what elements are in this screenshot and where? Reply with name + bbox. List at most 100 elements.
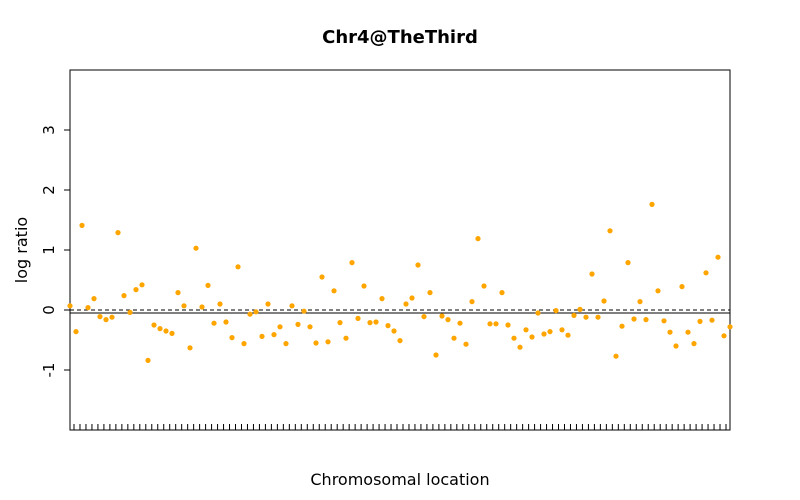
data-point [127, 309, 133, 315]
data-point [673, 343, 679, 349]
data-point [685, 329, 691, 335]
data-point [463, 341, 469, 347]
data-point [373, 319, 379, 325]
data-point [691, 341, 697, 347]
data-point [349, 260, 355, 266]
data-point [73, 329, 79, 335]
data-point [229, 335, 235, 341]
data-point [499, 290, 505, 296]
data-point [601, 298, 607, 304]
data-point [583, 314, 589, 320]
data-point [79, 222, 85, 228]
data-point [517, 344, 523, 350]
data-point [181, 303, 187, 309]
y-tick-label: 2 [40, 185, 58, 195]
data-point [169, 330, 175, 336]
data-point [205, 282, 211, 288]
y-tick-label: 3 [40, 125, 58, 135]
data-point [313, 340, 319, 346]
data-point [121, 293, 127, 299]
data-point [259, 333, 265, 339]
data-point [175, 290, 181, 296]
data-point [535, 310, 541, 316]
plot-frame [69, 69, 731, 431]
data-point [697, 318, 703, 324]
data-point [385, 323, 391, 329]
data-point [415, 262, 421, 268]
data-point [469, 299, 475, 305]
data-point [139, 282, 145, 288]
data-point [607, 228, 613, 234]
data-point [271, 332, 277, 338]
data-point [661, 318, 667, 324]
data-point [427, 290, 433, 296]
data-point [511, 335, 517, 341]
data-point [361, 283, 367, 289]
data-point [715, 254, 721, 260]
data-point [457, 320, 463, 326]
data-point [133, 287, 139, 293]
data-point [289, 303, 295, 309]
data-point [721, 333, 727, 339]
data-point [445, 317, 451, 323]
data-point [637, 299, 643, 305]
chart-title: Chr4@TheThird [322, 27, 478, 48]
data-point [367, 320, 373, 326]
data-point [223, 319, 229, 325]
data-point [325, 339, 331, 345]
data-point [679, 284, 685, 290]
data-point [421, 314, 427, 320]
data-point [265, 301, 271, 307]
data-point [337, 320, 343, 326]
data-point [727, 324, 733, 330]
data-point [553, 308, 559, 314]
data-point [217, 301, 223, 307]
data-point [391, 328, 397, 334]
data-point [667, 329, 673, 335]
data-point [343, 335, 349, 341]
data-point [595, 314, 601, 320]
data-point [541, 331, 547, 337]
data-point [115, 230, 121, 236]
data-point [277, 324, 283, 330]
data-point [481, 283, 487, 289]
data-point [247, 311, 253, 317]
data-point [163, 328, 169, 334]
data-point [559, 327, 565, 333]
data-point [211, 320, 217, 326]
data-point [493, 321, 499, 327]
data-point [253, 309, 259, 315]
data-point [103, 317, 109, 323]
data-point [397, 338, 403, 344]
y-axis: 3 2 1 0 -1 [40, 125, 70, 377]
data-point [505, 322, 511, 328]
data-point [439, 313, 445, 319]
data-point [235, 264, 241, 270]
y-tick-label: -1 [40, 363, 58, 378]
data-point [67, 303, 73, 309]
data-point [625, 260, 631, 266]
data-point [613, 353, 619, 359]
data-point [631, 316, 637, 322]
data-points [67, 201, 733, 363]
x-axis-ticks [73, 424, 727, 430]
data-point [475, 236, 481, 242]
x-axis-label: Chromosomal location [310, 470, 489, 489]
reference-lines [70, 309, 730, 314]
data-point [145, 357, 151, 363]
data-point [565, 332, 571, 338]
data-point [295, 321, 301, 327]
data-point [199, 304, 205, 310]
data-point [409, 295, 415, 301]
data-point [355, 315, 361, 321]
data-point [157, 326, 163, 332]
data-point [433, 352, 439, 358]
data-point [91, 296, 97, 302]
data-point [577, 306, 583, 312]
data-point [331, 288, 337, 294]
data-point [301, 308, 307, 314]
data-point [655, 288, 661, 294]
data-point [319, 274, 325, 280]
data-point [643, 317, 649, 323]
